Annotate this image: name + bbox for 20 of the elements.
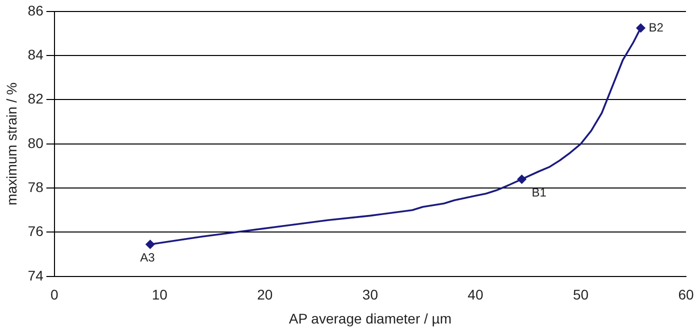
y-tick-label: 82 bbox=[28, 90, 44, 107]
x-tick-label: 0 bbox=[50, 286, 58, 303]
annotation: A3 bbox=[140, 250, 156, 265]
y-tick-label: 86 bbox=[28, 2, 44, 18]
annotation: B2 bbox=[648, 20, 664, 34]
y-tick-label: 84 bbox=[28, 46, 44, 62]
annotation: B1 bbox=[532, 186, 547, 200]
x-tick-label: 50 bbox=[572, 286, 589, 303]
x-tick-label: 10 bbox=[152, 286, 168, 303]
point bbox=[636, 24, 646, 32]
y-tick-label: 76 bbox=[28, 223, 44, 240]
x-tick-label: 30 bbox=[362, 286, 378, 303]
y-axis-title: maximum strain / % bbox=[3, 82, 20, 206]
x-tick-label: 60 bbox=[678, 286, 694, 303]
y-tick-label: 74 bbox=[28, 267, 44, 284]
y-tick-label: 80 bbox=[28, 134, 44, 151]
x-tick-label: 20 bbox=[257, 286, 273, 303]
y-tick-label: 78 bbox=[28, 178, 44, 195]
x-tick-label: 40 bbox=[468, 286, 484, 303]
x-axis-title: AP average diameter / µm bbox=[288, 310, 452, 326]
